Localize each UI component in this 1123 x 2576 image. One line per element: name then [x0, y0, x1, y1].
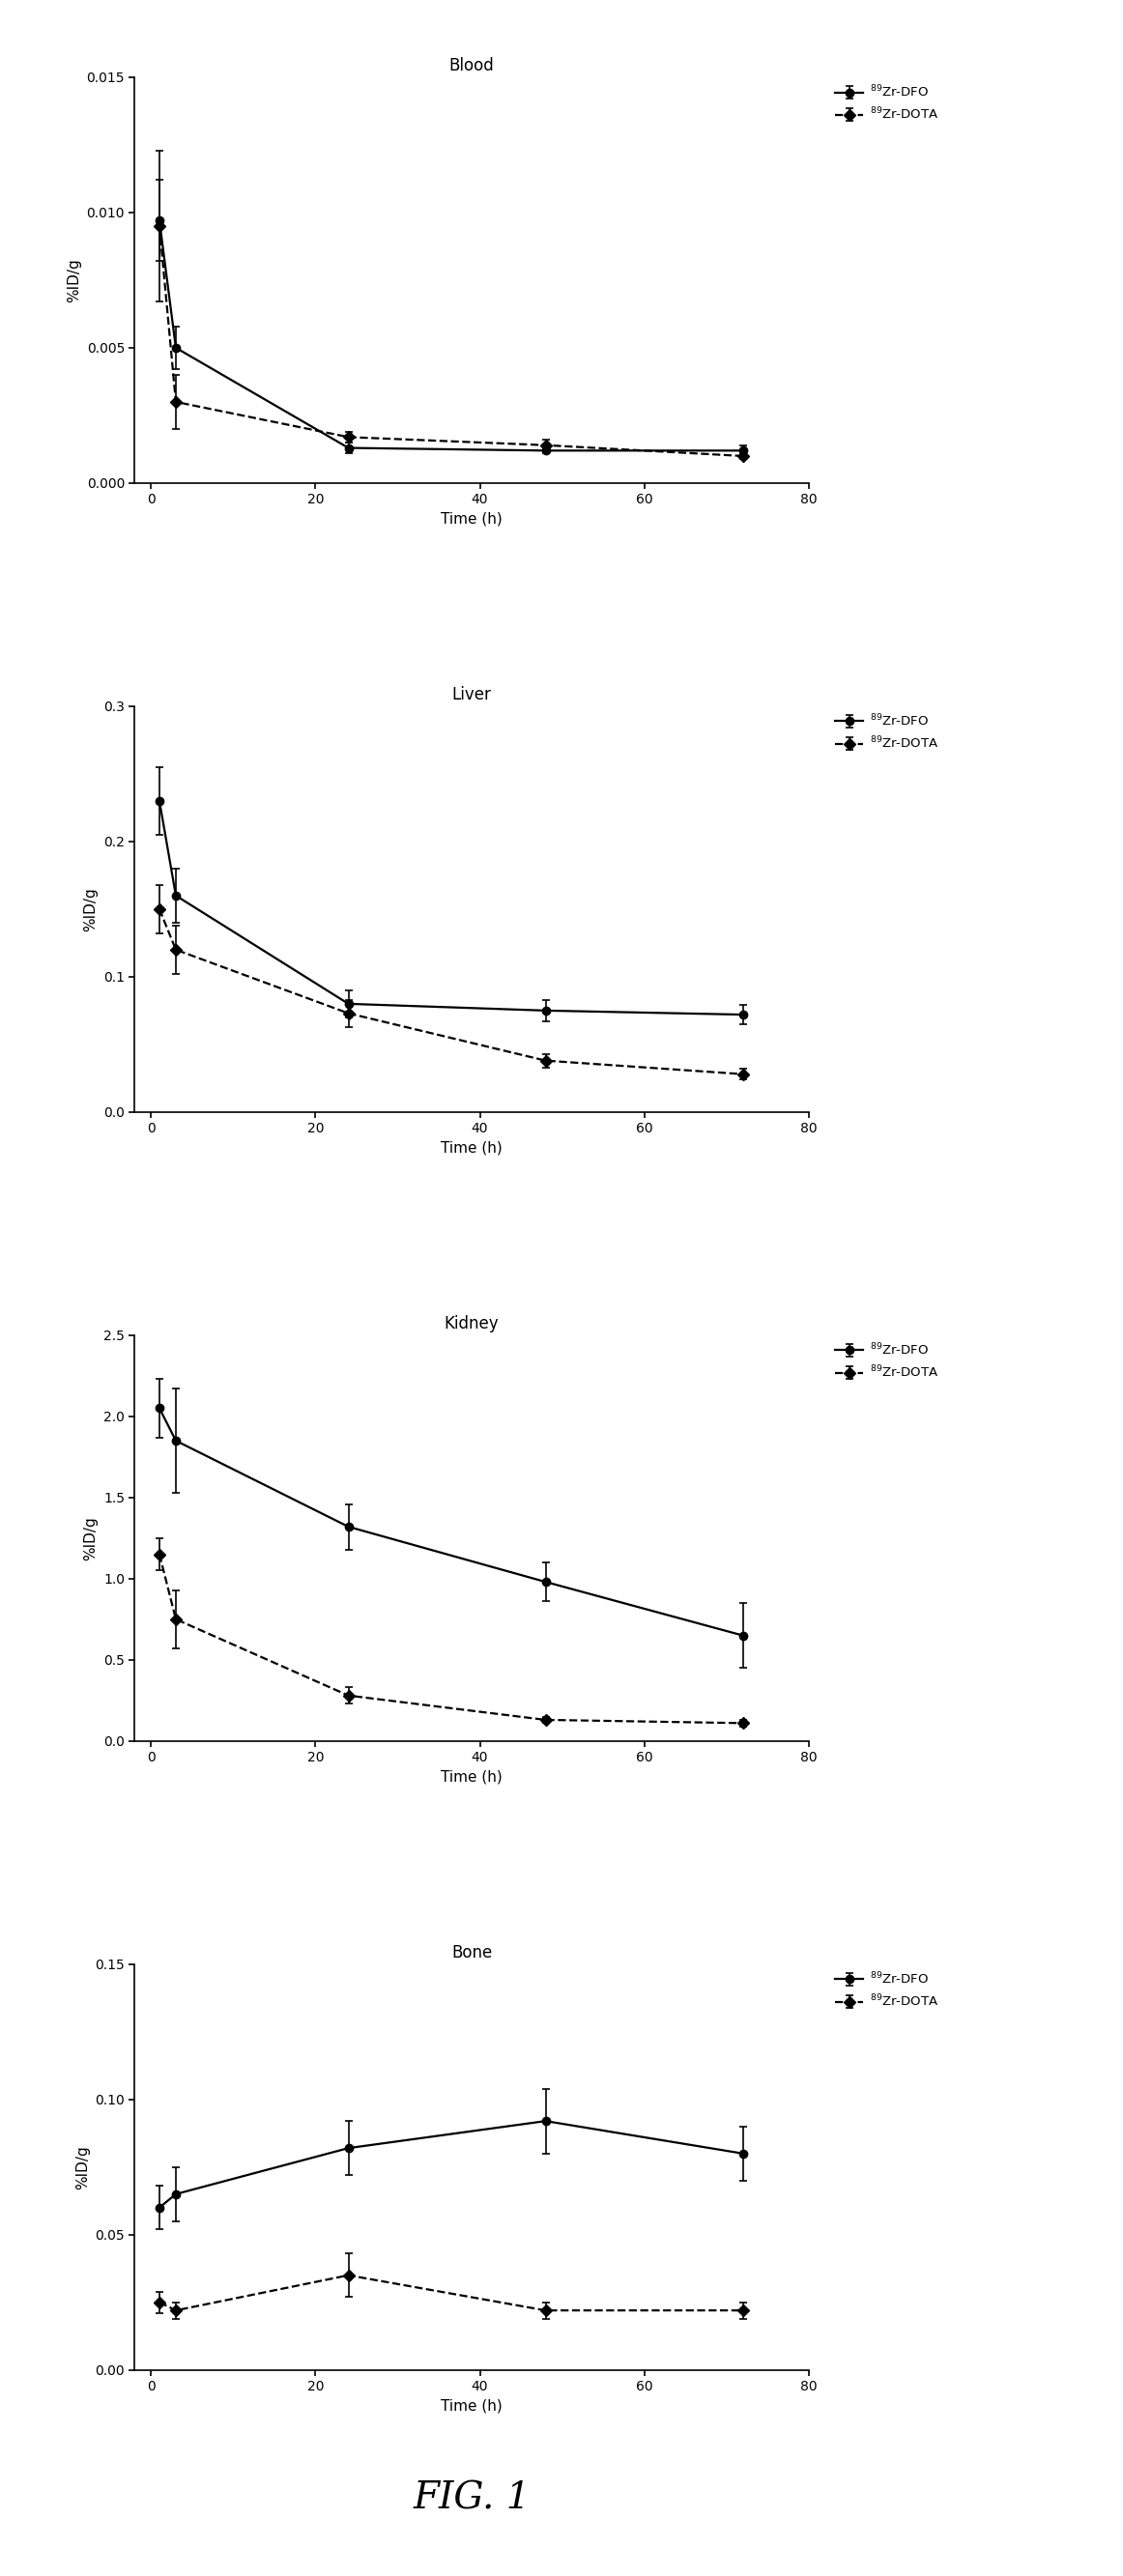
X-axis label: Time (h): Time (h): [441, 1770, 502, 1785]
Y-axis label: %ID/g: %ID/g: [66, 258, 81, 301]
Title: Kidney: Kidney: [445, 1314, 499, 1332]
Legend: $^{89}$Zr-DFO, $^{89}$Zr-DOTA: $^{89}$Zr-DFO, $^{89}$Zr-DOTA: [836, 714, 939, 752]
Legend: $^{89}$Zr-DFO, $^{89}$Zr-DOTA: $^{89}$Zr-DFO, $^{89}$Zr-DOTA: [836, 1971, 939, 2009]
Title: Blood: Blood: [449, 57, 494, 75]
Y-axis label: %ID/g: %ID/g: [83, 1515, 98, 1561]
Y-axis label: %ID/g: %ID/g: [75, 2146, 90, 2190]
X-axis label: Time (h): Time (h): [441, 2398, 502, 2414]
Legend: $^{89}$Zr-DFO, $^{89}$Zr-DOTA: $^{89}$Zr-DFO, $^{89}$Zr-DOTA: [836, 82, 939, 121]
Title: Liver: Liver: [451, 685, 492, 703]
Text: FIG. 1: FIG. 1: [413, 2481, 530, 2517]
X-axis label: Time (h): Time (h): [441, 1141, 502, 1157]
Legend: $^{89}$Zr-DFO, $^{89}$Zr-DOTA: $^{89}$Zr-DFO, $^{89}$Zr-DOTA: [836, 1342, 939, 1381]
X-axis label: Time (h): Time (h): [441, 513, 502, 526]
Title: Bone: Bone: [451, 1945, 492, 1960]
Y-axis label: %ID/g: %ID/g: [83, 886, 98, 933]
